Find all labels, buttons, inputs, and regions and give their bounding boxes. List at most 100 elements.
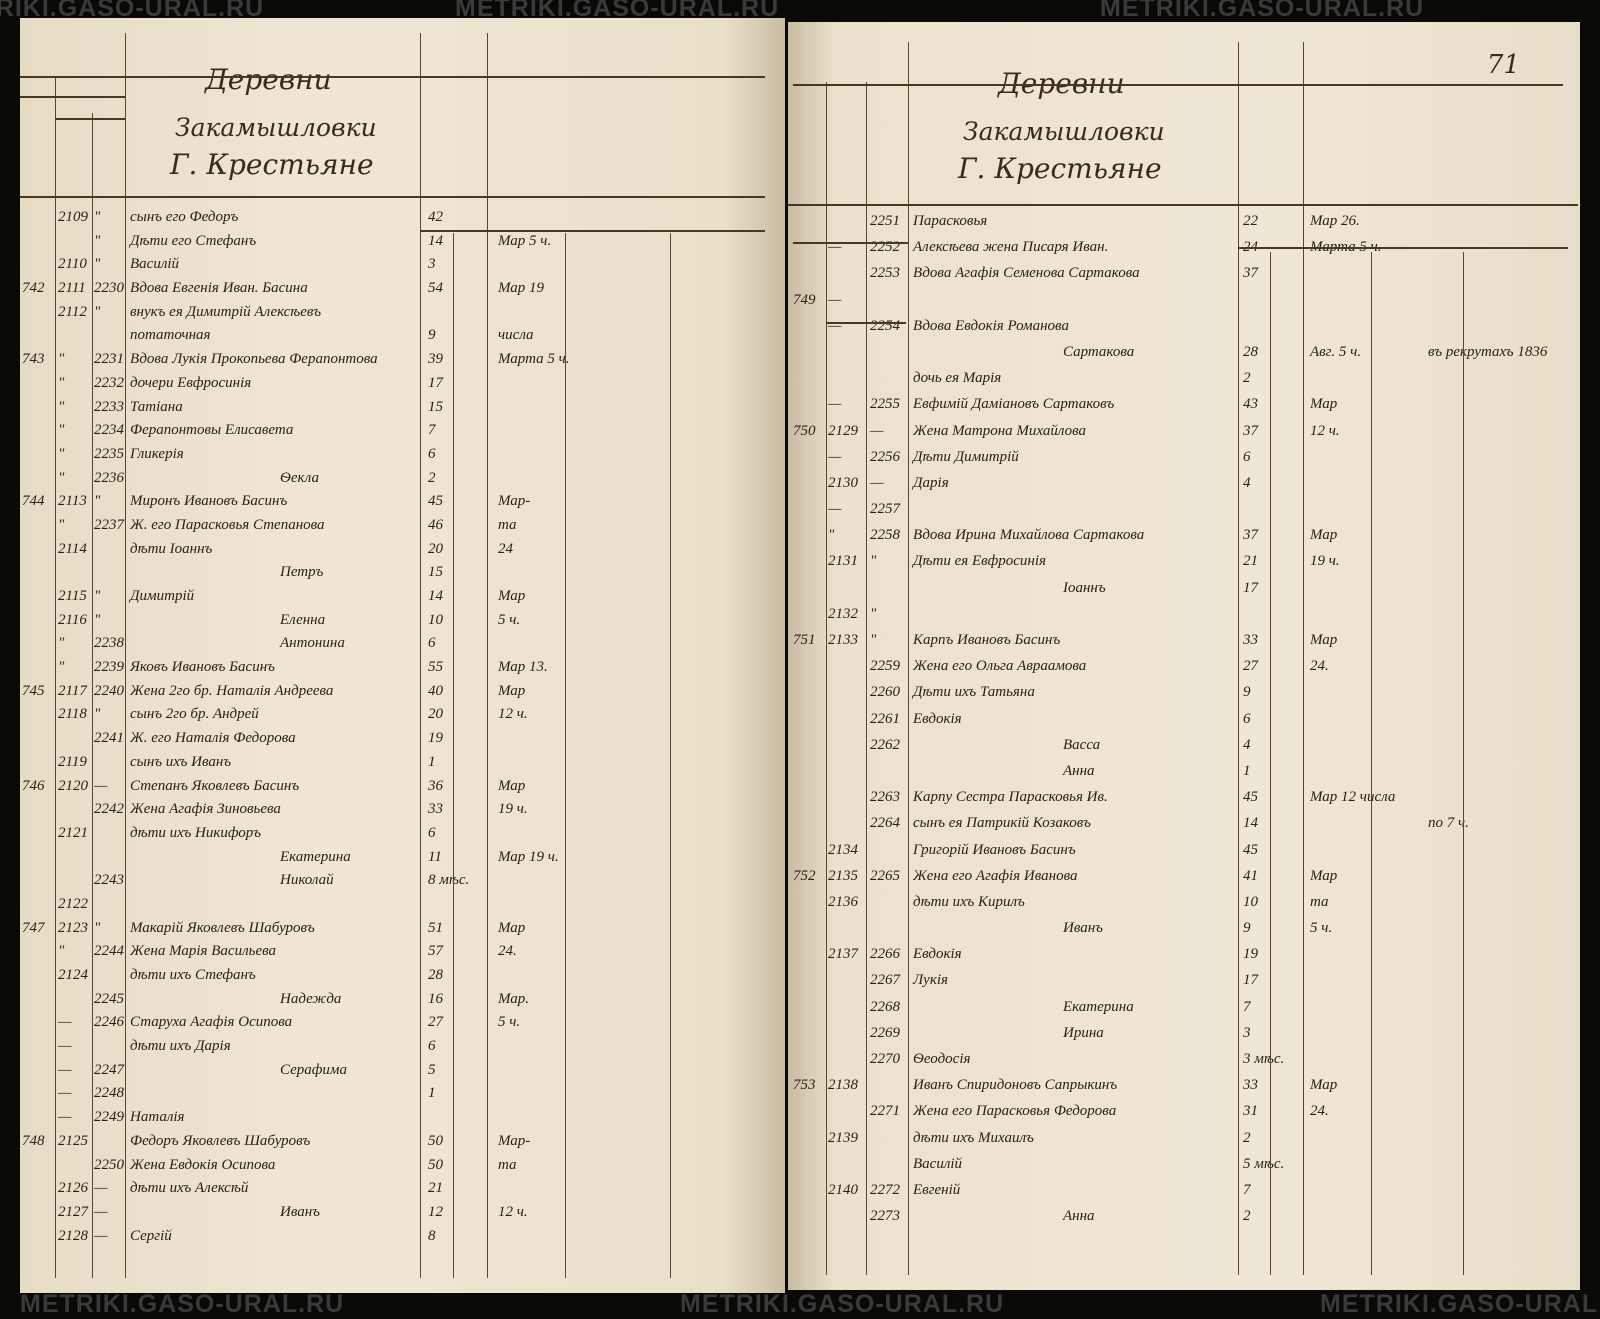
departure-note: 24 <box>498 540 513 557</box>
departure-note: Мар <box>1310 632 1338 648</box>
row-rule <box>55 118 125 120</box>
register-row: 753 2138 Иванъ Спиридоновъ Сапрыкинъ 33 Мар <box>788 1076 1580 1102</box>
person-name: Димитрій <box>130 588 195 604</box>
new-revision-number: 2272 <box>870 1181 900 1198</box>
old-revision-number: 2115 <box>58 588 87 604</box>
old-revision-number: 2135 <box>828 867 858 884</box>
register-row: 2241 Ж. его Наталія Федорова 19 <box>20 729 785 753</box>
column-rule <box>55 78 56 1278</box>
register-row: 749 — <box>788 291 1580 317</box>
age: 19 <box>1243 946 1258 963</box>
person-name: сынъ его Федоръ <box>130 209 239 225</box>
person-name: Сартакова <box>1063 343 1135 360</box>
age: 3 <box>428 256 436 273</box>
old-revision-number: 2127 <box>58 1203 88 1220</box>
register-row: 2273 Анна 2 <box>788 1207 1580 1233</box>
register-row: 2110 " Василій 3 <box>20 255 785 279</box>
register-row: 2245 Надежда 16 Мар. <box>20 990 785 1014</box>
register-row: 2262 Васса 4 <box>788 736 1580 762</box>
new-revision-number: " <box>94 611 101 628</box>
new-revision-number: 2239 <box>94 659 124 676</box>
register-row: Іоаннъ 17 <box>788 579 1580 605</box>
person-name: Иванъ <box>1063 920 1103 937</box>
household-number: 748 <box>22 1132 45 1149</box>
age: 45 <box>1243 789 1258 806</box>
register-row: 2260 Дѣти ихъ Татьяна 9 <box>788 683 1580 709</box>
departure-note: Мар 12 числа <box>1310 789 1396 806</box>
register-row: 2259 Жена его Ольга Авраамова 27 24. <box>788 657 1580 683</box>
register-row: 743 " 2231 Вдова Лукія Прокопьева Ферапонто… <box>20 350 785 374</box>
new-revision-number: 2256 <box>870 448 900 465</box>
age: 6 <box>428 824 436 841</box>
person-name: Сергій <box>130 1227 172 1244</box>
age: 1 <box>428 1085 436 1102</box>
register-row: 2250 Жена Евдокія Осипова 50 та <box>20 1156 785 1180</box>
age: 5 мѣс. <box>1243 1155 1285 1172</box>
age: 14 <box>428 588 443 604</box>
person-name: Екатерина <box>280 848 351 865</box>
age: 50 <box>428 1132 443 1149</box>
departure-note: Марта 5 ч. <box>498 351 570 368</box>
person-name: Иванъ Спиридоновъ Сапрыкинъ <box>913 1077 1118 1094</box>
person-name: Антонина <box>280 635 345 652</box>
age: 39 <box>428 351 443 368</box>
old-revision-number: 2113 <box>58 493 87 510</box>
age: 12 <box>428 1203 443 1220</box>
heading-line-2: Закамышловки <box>963 117 1165 146</box>
old-revision-number: " <box>58 398 65 415</box>
person-name: Ѳекла <box>280 469 320 486</box>
old-revision-number: 2132 <box>828 605 858 622</box>
new-revision-number: 2255 <box>870 396 900 413</box>
age: 4 <box>1243 474 1251 491</box>
person-name: Жена его Ольга Авраамова <box>913 658 1087 675</box>
watermark-bottom-center: METRIKI.GASO-URAL.RU <box>680 1290 1005 1318</box>
old-revision-number: — <box>828 448 842 465</box>
age: 9 <box>1243 684 1251 701</box>
age: 28 <box>428 967 443 983</box>
departure-note: Мар- <box>498 1132 531 1149</box>
old-revision-number: 2118 <box>58 706 87 723</box>
new-revision-number: — <box>870 422 884 439</box>
person-name: Григорій Ивановъ Басинъ <box>913 841 1076 858</box>
register-row: 746 2120 — Степанъ Яковлевъ Басинъ 36 Мар <box>20 777 785 801</box>
register-row: 2268 Екатерина 7 <box>788 998 1580 1024</box>
age: 37 <box>1243 422 1258 439</box>
register-row: 2140 2272 Евгеній 7 <box>788 1181 1580 1207</box>
register-row: 745 2117 2240 Жена 2го бр. Наталія Андреева… <box>20 682 785 706</box>
age: 6 <box>1243 448 1251 465</box>
departure-note: Мар <box>498 919 526 936</box>
person-name: Жена Марія Васильева <box>130 943 277 960</box>
age: 10 <box>1243 893 1258 910</box>
person-name: Екатерина <box>1063 998 1134 1015</box>
old-revision-number: 2128 <box>58 1227 88 1244</box>
person-name: Серафима <box>280 1061 347 1078</box>
watermark-top-left: METRIKI.GASO-URAL.RU <box>0 0 265 22</box>
person-name: сынъ ихъ Иванъ <box>130 753 232 770</box>
new-revision-number: 2237 <box>94 516 124 533</box>
age: 7 <box>1243 998 1251 1015</box>
remark: въ рекрутахъ 1836 <box>1428 343 1548 360</box>
age: 6 <box>428 635 436 652</box>
old-revision-number: " <box>58 469 65 486</box>
old-revision-number: 2133 <box>828 632 858 648</box>
person-name: Ѳеодосія <box>913 1051 971 1067</box>
person-name: Макарій Яковлевъ Шабуровъ <box>130 919 315 936</box>
old-revision-number: " <box>58 516 65 533</box>
register-row: Петръ 15 <box>20 563 785 587</box>
register-rows: 2109 " сынъ его Федоръ 42 " Дѣти его Стефанъ 1… <box>20 208 785 1250</box>
person-name: Ирина <box>1063 1024 1104 1041</box>
old-revision-number: — <box>58 1109 72 1126</box>
departure-note: 24. <box>1310 1103 1329 1120</box>
register-row: Екатерина 11 Мар 19 ч. <box>20 848 785 872</box>
departure-note: 24. <box>1310 658 1329 675</box>
register-row: 2242 Жена Агафія Зиновьева 33 19 ч. <box>20 800 785 824</box>
person-name: Василій <box>130 256 180 273</box>
row-rule <box>420 230 765 232</box>
register-row: 2126 — дѣти ихъ Алексѣй 21 <box>20 1179 785 1203</box>
new-revision-number: 2243 <box>94 872 124 889</box>
register-row: — дѣти ихъ Дарія 6 <box>20 1037 785 1061</box>
person-name: Евфимій Даміановъ Сартаковъ <box>913 396 1115 413</box>
person-name: Карпу Сестра Парасковья Ив. <box>913 789 1108 806</box>
person-name: внукъ ея Димитрій Алексѣевъ <box>130 303 322 320</box>
person-name: Петръ <box>280 564 324 581</box>
